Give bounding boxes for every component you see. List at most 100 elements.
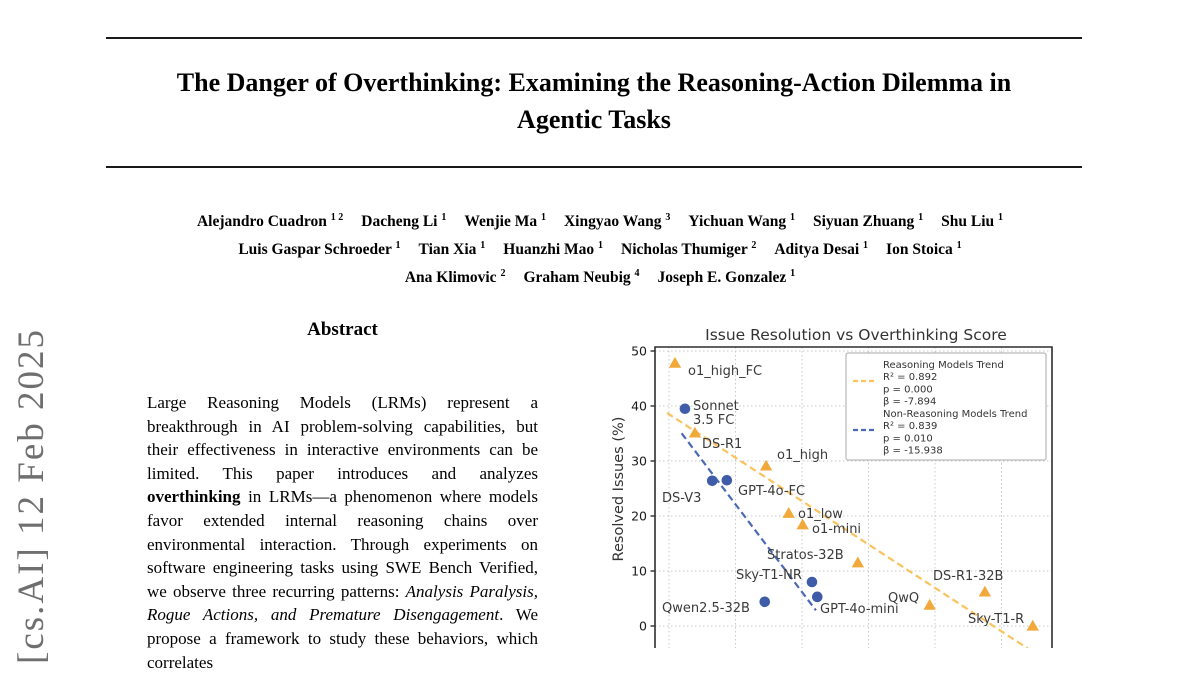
abstract-text: Large Reasoning Models (LRMs) represent … — [147, 391, 538, 674]
reasoning-point — [668, 356, 682, 368]
author-name: Wenjie Ma 1 — [464, 212, 546, 231]
reasoning-point — [851, 556, 865, 568]
affiliation-superscript: 1 — [480, 240, 486, 252]
reasoning-point — [923, 598, 936, 610]
point-label: o1_low — [798, 507, 843, 522]
point-label: Sonnet — [693, 399, 739, 414]
affiliation-superscript: 1 — [790, 212, 795, 223]
paper-title-line-2: Agentic Tasks — [517, 105, 671, 134]
non-reasoning-point — [706, 475, 718, 487]
y-tick-label: 10 — [631, 564, 647, 579]
y-tick-label: 0 — [639, 619, 647, 634]
reasoning-point — [796, 518, 809, 530]
author-list: Alejandro Cuadron 1 2 Dacheng Li 1 Wenjie … — [60, 206, 1140, 290]
horizontal-rule-mid — [106, 166, 1082, 168]
author-name: Tian Xia 1 — [418, 240, 486, 259]
legend-text-line: β = -15.938 — [883, 446, 943, 457]
reasoning-point — [1026, 619, 1039, 631]
point-label: o1_high_FC — [688, 364, 762, 379]
affiliation-superscript: 1 — [863, 240, 869, 252]
author-name: Luis Gaspar Schroeder 1 — [238, 240, 401, 259]
legend-box — [845, 352, 1047, 461]
affiliation-superscript: 1 — [598, 240, 603, 252]
abstract-segment: Analysis Paralysis, Rogue Actions, and P… — [147, 581, 538, 625]
y-tick-label: 50 — [631, 344, 647, 359]
trend-line — [666, 411, 1029, 648]
affiliation-superscript: 4 — [634, 268, 640, 280]
reasoning-point — [688, 426, 702, 438]
author-line: Luis Gaspar Schroeder 1 Tian Xia 1 Huanzhi… — [60, 234, 1140, 262]
y-tick-label: 20 — [631, 509, 647, 524]
affiliation-superscript: 1 — [540, 212, 546, 223]
horizontal-rule-top — [106, 37, 1082, 39]
affiliation-superscript: 1 — [998, 212, 1004, 223]
y-tick-label: 30 — [631, 454, 647, 469]
point-label: o1_high — [777, 448, 828, 463]
non-reasoning-point — [811, 591, 823, 603]
non-reasoning-point — [679, 403, 691, 415]
point-label: DS-R1-32B — [933, 569, 1003, 584]
author-name: Nicholas Thumiger 2 — [621, 240, 757, 259]
legend-text-line: Reasoning Models Trend — [883, 360, 1004, 371]
affiliation-superscript: 1 — [918, 212, 924, 223]
author-name: Graham Neubig 4 — [523, 268, 640, 287]
arxiv-watermark: [cs.AI] 12 Feb 2025 — [11, 327, 52, 664]
legend-text-line: β = -7.894 — [883, 397, 936, 408]
paper-page: { "watermark": { "text": "[cs.AI] 12 Feb… — [11, 37, 1140, 672]
point-label: GPT-4o-mini — [820, 602, 899, 617]
chart-title: Issue Resolution vs Overthinking Score — [705, 326, 1007, 344]
affiliation-superscript: 1 — [441, 212, 447, 223]
author-name: Shu Liu 1 — [941, 212, 1004, 231]
overthinking-score-chart: 0 10 20 30 40 50 o1_high_FC DS-R1 o1_high o1_low o… — [608, 322, 1088, 648]
author-name: Aditya Desai 1 — [774, 240, 869, 259]
author-line: Ana Klimovic 2 Graham Neubig 4 Joseph E. G… — [60, 262, 1140, 290]
author-name: Ana Klimovic 2 — [404, 268, 506, 287]
non-reasoning-point — [759, 596, 771, 608]
affiliation-superscript: 1 2 — [330, 212, 344, 223]
reasoning-point — [759, 459, 773, 471]
author-name: Yichuan Wang 1 — [688, 212, 795, 231]
abstract-heading: Abstract — [307, 319, 378, 340]
point-label: 3.5 FC — [693, 413, 734, 428]
paper-title: The Danger of Overthinking: Examining th… — [106, 64, 1082, 138]
chart-svg: 0 10 20 30 40 50 o1_high_FC DS-R1 o1_high o1_lowo… — [611, 326, 1053, 648]
author-name: Ion Stoica 1 — [886, 240, 962, 259]
non-reasoning-point — [806, 576, 818, 588]
point-label: DS-V3 — [662, 491, 701, 506]
reasoning-point — [782, 507, 795, 518]
affiliation-superscript: 1 — [956, 240, 962, 252]
point-label: Sky-T1-NR — [736, 568, 802, 583]
reasoning-point — [978, 585, 992, 597]
author-name: Siyuan Zhuang 1 — [813, 212, 924, 231]
point-label: Stratos-32B — [767, 548, 844, 563]
point-label: DS-R1 — [702, 437, 742, 452]
point-label: GPT-4o-FC — [738, 484, 805, 499]
legend-text-line: R² = 0.892 — [883, 372, 937, 383]
point-label: Sky-T1-R — [968, 612, 1024, 627]
author-name: Huanzhi Mao 1 — [503, 240, 603, 259]
legend-text-line: R² = 0.839 — [883, 421, 937, 432]
affiliation-superscript: 2 — [751, 240, 757, 252]
non-reasoning-point — [721, 474, 733, 486]
trend-line — [680, 432, 817, 612]
author-name: Alejandro Cuadron 1 2 — [196, 212, 344, 231]
plot-spines — [654, 346, 1053, 648]
author-line: Alejandro Cuadron 1 2 Dacheng Li 1 Wenjie … — [60, 206, 1140, 234]
author-name: Xingyao Wang 3 — [563, 212, 671, 231]
affiliation-superscript: 2 — [500, 268, 506, 280]
affiliation-superscript: 1 — [790, 268, 796, 280]
point-label: Qwen2.5-32B — [662, 601, 750, 616]
abstract-segment: in LRMs—a phenomenon where models favor … — [147, 487, 538, 601]
abstract-segment: Large Reasoning Models (LRMs) represent … — [147, 393, 538, 483]
legend-text-line: p = 0.000 — [883, 384, 933, 395]
abstract-segment: overthinking — [147, 487, 241, 507]
legend-text-line: p = 0.010 — [883, 433, 933, 444]
affiliation-superscript: 3 — [665, 212, 671, 223]
affiliation-superscript: 1 — [395, 240, 401, 252]
author-name: Joseph E. Gonzalez 1 — [657, 268, 796, 287]
point-label: o1-mini — [812, 522, 861, 537]
legend-text-line: Non-Reasoning Models Trend — [883, 409, 1027, 420]
point-label: QwQ — [888, 591, 919, 606]
y-tick-label: 40 — [631, 399, 647, 414]
